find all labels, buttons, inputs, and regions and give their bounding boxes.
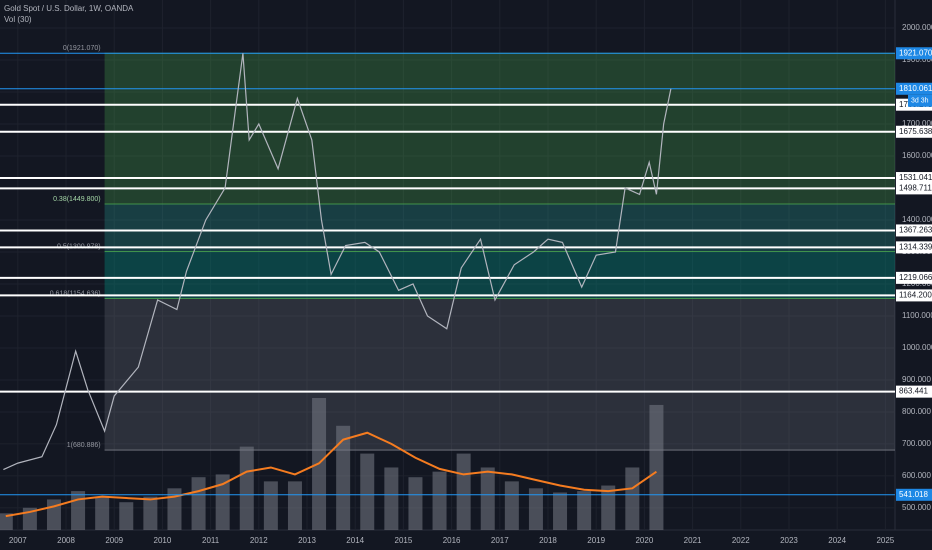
- x-tick-label: 2009: [105, 536, 123, 545]
- volume-bar: [625, 467, 640, 530]
- y-tick-label: 2000.000: [902, 23, 932, 32]
- fib-zone: [104, 298, 896, 451]
- price-level-label: 1219.066: [899, 273, 932, 282]
- volume-bar: [287, 481, 302, 530]
- x-tick-label: 2020: [635, 536, 653, 545]
- volume-bar: [167, 488, 182, 530]
- price-level-tag: [896, 47, 932, 60]
- price-level-tag: [896, 385, 932, 398]
- x-tick-label: 2019: [587, 536, 605, 545]
- volume-label: Vol (30): [4, 15, 32, 24]
- volume-bar: [408, 477, 423, 530]
- volume-bar: [360, 453, 375, 530]
- y-tick-label: 700.000: [902, 439, 931, 448]
- x-tick-label: 2024: [828, 536, 846, 545]
- price-level-label: 863.441: [899, 387, 928, 396]
- x-tick-label: 2011: [202, 536, 220, 545]
- x-tick-label: 2018: [539, 536, 557, 545]
- price-level-label: 1498.711: [899, 183, 932, 192]
- y-tick-label: 900.000: [902, 375, 931, 384]
- price-level-label: 1921.070: [899, 48, 932, 57]
- x-tick-label: 2022: [732, 536, 750, 545]
- price-level-tag: [896, 182, 932, 195]
- volume-bar: [432, 471, 447, 530]
- volume-bar: [480, 467, 495, 530]
- price-level-tag: [896, 271, 932, 284]
- price-level-tag: [896, 224, 932, 237]
- x-tick-label: 2017: [491, 536, 509, 545]
- price-level-label: 1314.339: [899, 242, 932, 251]
- y-tick-label: 1700.000: [902, 119, 932, 128]
- volume-bar: [95, 496, 110, 530]
- volume-bar: [528, 488, 543, 530]
- x-tick-label: 2014: [346, 536, 364, 545]
- price-level-tag: [896, 488, 932, 501]
- countdown: 3d 3h: [911, 98, 929, 105]
- price-level-tag: [896, 82, 932, 95]
- x-tick-label: 2023: [780, 536, 798, 545]
- x-tick-label: 2016: [443, 536, 461, 545]
- volume-bar: [601, 485, 616, 530]
- y-tick-label: 500.000: [902, 503, 931, 512]
- price-level-label: 1367.263: [899, 226, 932, 235]
- y-tick-label: 1000.000: [902, 343, 932, 352]
- y-tick-label: 600.000: [902, 471, 931, 480]
- volume-bar: [71, 491, 86, 530]
- x-tick-label: 2008: [57, 536, 75, 545]
- volume-bar: [577, 491, 592, 530]
- price-level-label: 1675.638: [899, 127, 932, 136]
- x-tick-label: 2010: [154, 536, 172, 545]
- fib-zone: [104, 53, 896, 205]
- chart-title: Gold Spot / U.S. Dollar, 1W, OANDA: [4, 4, 134, 13]
- price-level-tag: [896, 289, 932, 302]
- fib-zone: [104, 204, 896, 252]
- volume-bar: [263, 481, 278, 530]
- y-tick-label: 1400.000: [902, 215, 932, 224]
- y-tick-label: 1600.000: [902, 151, 932, 160]
- x-tick-label: 2013: [298, 536, 316, 545]
- x-tick-label: 2007: [9, 536, 27, 545]
- volume-bar: [336, 425, 351, 530]
- x-tick-label: 2015: [395, 536, 413, 545]
- price-level-label: 541.018: [899, 490, 928, 499]
- y-tick-label: 1900.000: [902, 55, 932, 64]
- price-level-label: 1531.041: [899, 173, 932, 182]
- volume-bar: [553, 492, 568, 530]
- volume-bar: [239, 446, 254, 530]
- y-tick-label: 1100.000: [902, 311, 932, 320]
- price-level-tag: [896, 241, 932, 254]
- volume-bar: [649, 404, 664, 530]
- volume-ma: [5, 431, 657, 518]
- fib-label: 0.38(1449.800): [53, 196, 100, 203]
- volume-bar: [0, 513, 13, 530]
- volume-bar: [215, 474, 230, 530]
- fib-label: 0(1921.070): [63, 45, 101, 52]
- y-tick-label: 800.000: [902, 407, 931, 416]
- price-level-label: 1164.200: [899, 291, 932, 300]
- countdown-tag: [908, 94, 932, 107]
- volume-bar: [119, 502, 134, 530]
- volume-bar: [143, 496, 158, 530]
- x-tick-label: 2025: [876, 536, 894, 545]
- fib-label: 0.618(1154.636): [50, 290, 101, 297]
- fib-label: 1(680.886): [67, 442, 101, 449]
- price-level-tag: [896, 172, 932, 185]
- volume-bar: [456, 453, 471, 530]
- x-tick-label: 2012: [250, 536, 268, 545]
- x-tick-label: 2021: [684, 536, 702, 545]
- price-line: [3, 53, 672, 471]
- price-level-tag: [896, 125, 932, 138]
- volume-bar: [191, 477, 206, 530]
- volume-bar: [504, 481, 519, 530]
- price-level-label: 1810.061: [899, 84, 932, 93]
- volume-bar: [384, 467, 399, 530]
